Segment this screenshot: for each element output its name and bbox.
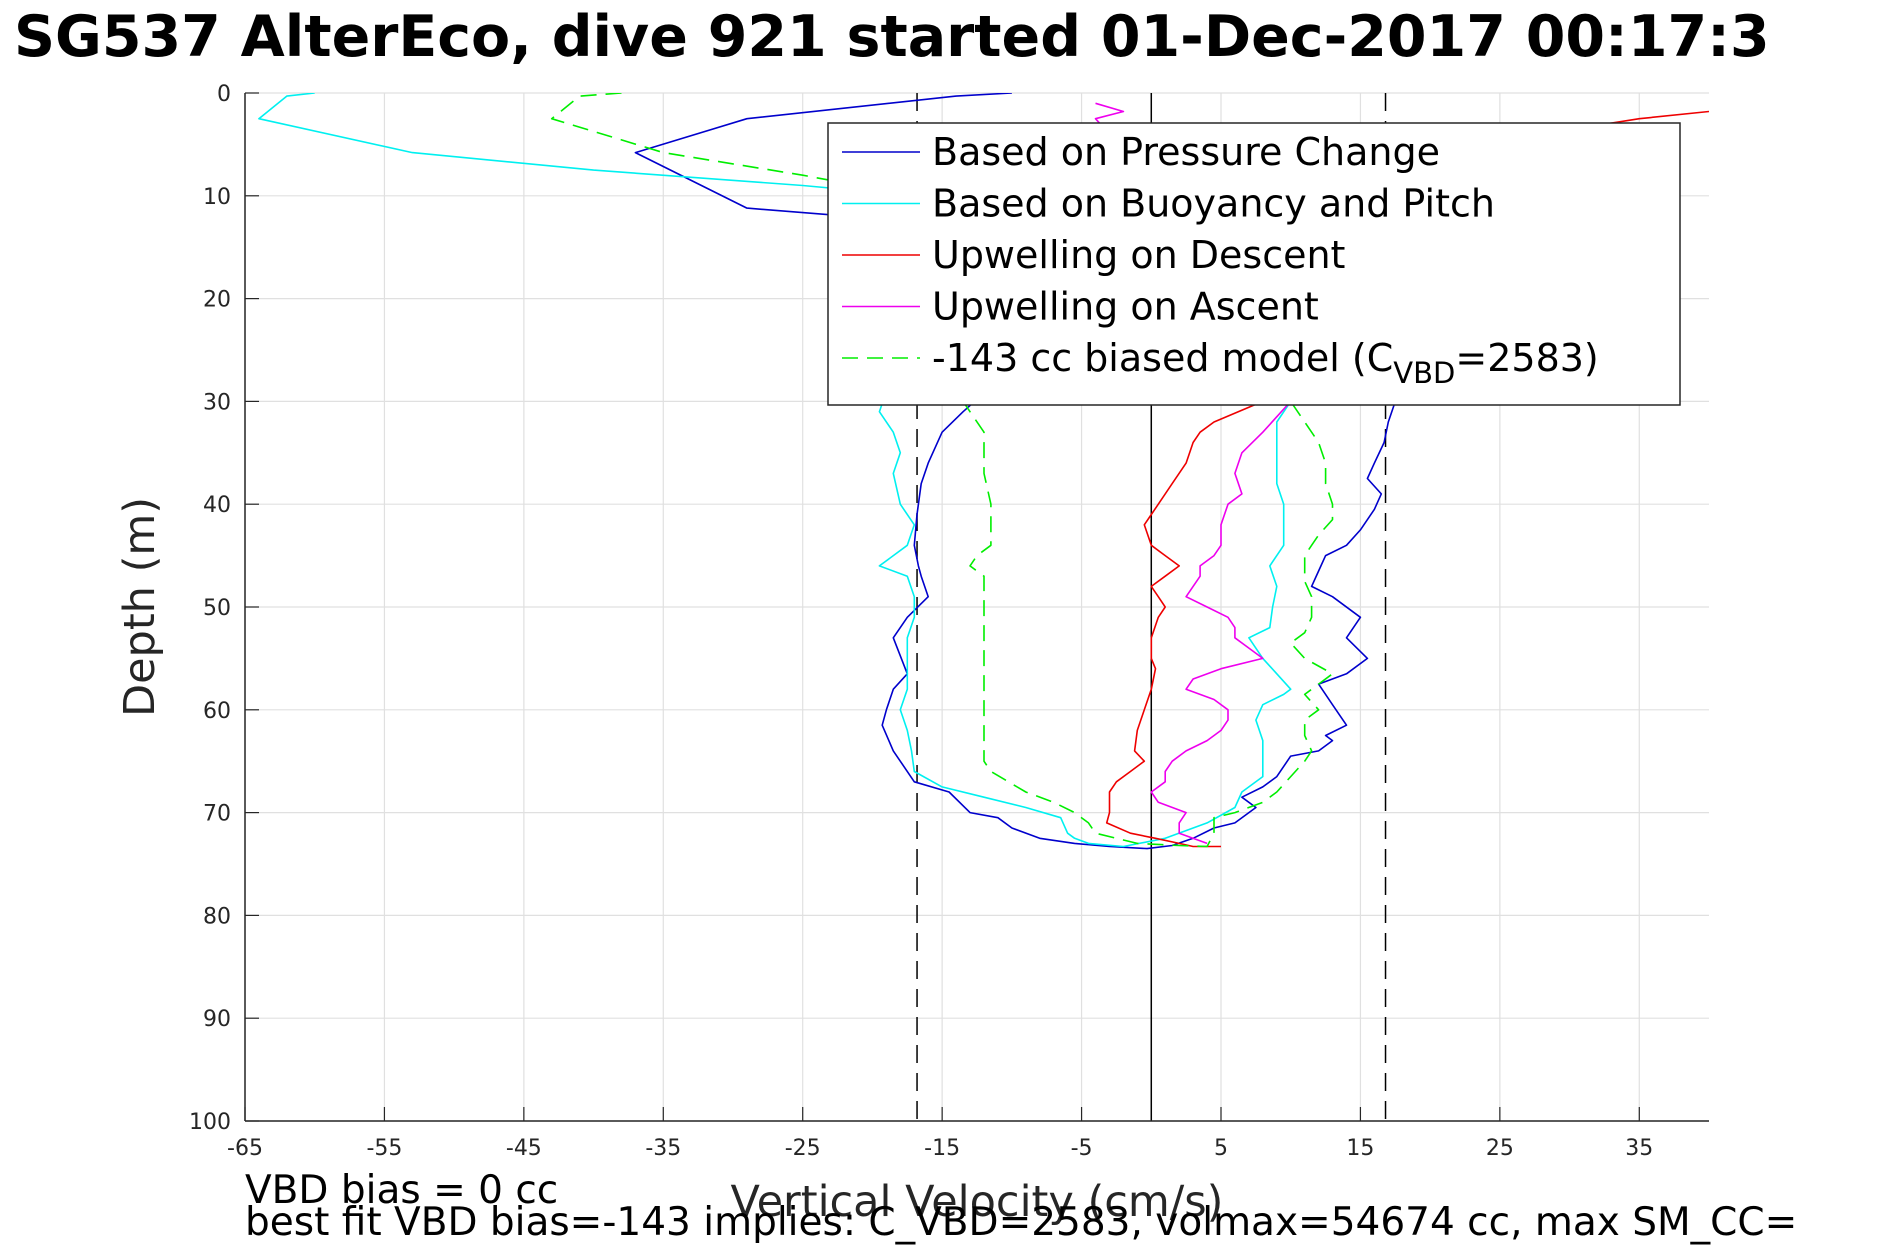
series-line-4 [550,93,1334,848]
y-tick-label: 30 [203,390,231,415]
legend-box [827,122,1681,406]
y-tick-label: 40 [203,493,231,518]
chart-title: SG537 AlterEco, dive 921 started 01-Dec-… [14,4,1770,70]
x-tick-label: -65 [227,1136,263,1161]
legend-entry-4: -143 cc biased model (CVBD=2583) [932,336,1599,390]
x-axis-label: Vertical Velocity (cm/s) [731,1177,1224,1227]
legend-entry-subscript: VBD [1393,356,1455,390]
y-tick-label: 60 [203,699,231,724]
x-tick-label: -45 [506,1136,542,1161]
y-tick-label: 50 [203,596,231,621]
series-line-3 [1094,102,1292,845]
legend-entry-2: Upwelling on Descent [932,233,1345,277]
y-tick-label: 90 [203,1007,231,1032]
x-tick-label: -15 [924,1136,960,1161]
y-tick-label: 100 [189,1110,231,1135]
legend-entry-label: -143 cc biased model (C [932,336,1393,380]
legend-entry-label: Upwelling on Ascent [932,285,1319,329]
y-axis-label: Depth (m) [115,497,165,717]
legend-entry-3: Upwelling on Ascent [932,285,1319,329]
x-tick-label: -55 [366,1136,402,1161]
series-layer [258,93,1709,850]
y-tick-label: 70 [203,802,231,827]
footnote-best-fit: best fit VBD bias=-143 implies: C_VBD=25… [245,1200,1798,1245]
x-tick-label: -35 [645,1136,681,1161]
legend: Based on Pressure Change Based on Buoyanc… [827,122,1681,406]
legend-entry-suffix: =2583) [1455,336,1598,380]
x-tick-label: -5 [1071,1136,1093,1161]
x-tick-label: -25 [785,1136,821,1161]
legend-entry-label: Based on Pressure Change [932,130,1440,174]
series-line-1 [258,93,1292,848]
series-line-0 [634,93,1397,850]
x-tick-label: 35 [1625,1136,1653,1161]
legend-entry-label: Upwelling on Descent [932,233,1345,277]
series-line-2 [1105,110,1709,848]
footnote-vbd-bias: VBD bias = 0 cc [245,1168,559,1213]
x-tick-label: 25 [1486,1136,1514,1161]
axes-layer: -65 -55 -45 -35 -25 -15 -5 5 15 25 350102030405060… [189,82,1709,1161]
x-tick-label: 5 [1214,1136,1228,1161]
y-tick-label: 20 [203,288,231,313]
legend-entry-0: Based on Pressure Change [932,130,1440,174]
y-tick-label: 0 [217,82,231,107]
y-tick-label: 80 [203,904,231,929]
x-tick-label: 15 [1346,1136,1374,1161]
legend-entry-1: Based on Buoyancy and Pitch [932,182,1495,226]
y-tick-label: 10 [203,185,231,210]
legend-entry-label: Based on Buoyancy and Pitch [932,182,1495,226]
